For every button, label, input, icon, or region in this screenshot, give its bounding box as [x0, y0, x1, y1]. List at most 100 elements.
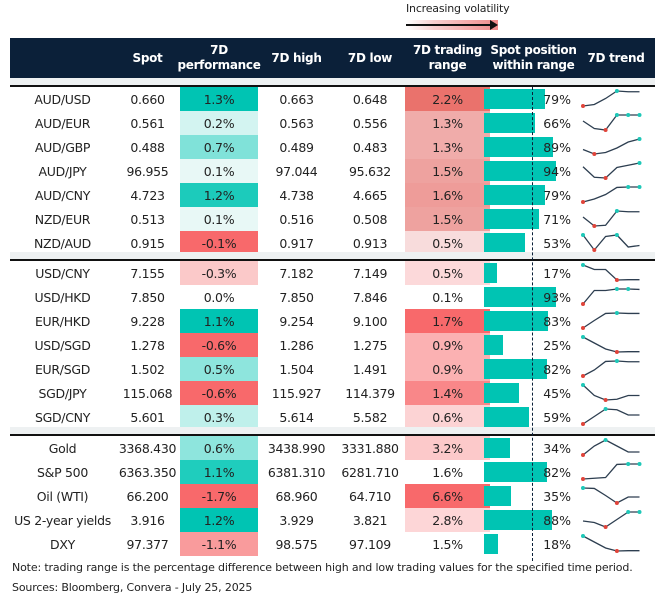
cell-spot: 9.228 [130, 313, 165, 329]
trend-line [582, 439, 640, 456]
block-divider [10, 434, 655, 436]
cell-perf: 0.0% [180, 285, 258, 309]
trend-line [582, 487, 640, 504]
cell-perf: -0.6% [180, 381, 258, 405]
spot-position-label: 82% [543, 361, 571, 377]
trend-line [582, 114, 640, 131]
spot-position-label: 59% [543, 409, 571, 425]
trend-min-marker [581, 200, 585, 204]
trend-line [582, 138, 640, 155]
cell-spot: 0.488 [130, 139, 165, 155]
trend-min-marker [581, 422, 585, 426]
cell-perf: 0.3% [180, 405, 258, 429]
trend-max-marker [581, 383, 585, 387]
cell-spot: 4.723 [130, 187, 165, 203]
cell-high: 7.182 [279, 265, 314, 281]
cell-perf: 1.3% [180, 87, 258, 111]
cell-high: 3438.990 [267, 440, 326, 456]
cell-spot: 0.561 [130, 115, 165, 131]
cell-perf: -1.1% [180, 532, 258, 556]
cell-spot: 66.200 [126, 488, 169, 504]
trend-min-marker [603, 525, 608, 529]
cell-name: Gold [48, 440, 77, 456]
header-position: Spot position within range [490, 38, 577, 78]
trend-sparkline [582, 161, 642, 180]
table-row: AUD/EUR 0.561 0.2% 0.563 0.556 1.3% 66% [10, 111, 655, 135]
block-spacer [10, 252, 655, 259]
trend-line [582, 511, 640, 528]
table-row: NZD/EUR 0.513 0.1% 0.516 0.508 1.5% 71% [10, 207, 655, 231]
cell-range: 0.9% [405, 333, 490, 357]
table-row: NZD/AUD 0.915 -0.1% 0.917 0.913 0.5% 53% [10, 231, 655, 255]
cell-name: AUD/GBP [34, 139, 91, 155]
spot-position-bar [484, 209, 539, 229]
trend-max-marker [637, 510, 642, 514]
cell-spot: 3368.430 [118, 440, 177, 456]
spot-position-bar [484, 534, 498, 554]
spot-position-bar [484, 185, 545, 205]
spot-position-bar [484, 510, 552, 530]
header-performance: 7D performance [177, 38, 261, 78]
trend-line [582, 312, 640, 329]
spot-position-label: 53% [543, 235, 571, 251]
spot-position-label: 88% [543, 512, 571, 528]
spot-position-bar [484, 359, 548, 379]
trend-sparkline [581, 462, 642, 481]
trend-max-marker [626, 287, 631, 291]
spot-position-bar [484, 113, 535, 133]
cell-low: 9.100 [352, 313, 388, 329]
trend-min-marker [581, 477, 585, 481]
header-performance-line2: performance [177, 58, 261, 72]
cell-perf: 0.1% [180, 207, 258, 231]
cell-range: 0.5% [405, 261, 490, 285]
trend-sparkline [581, 407, 640, 426]
cell-range: 6.6% [405, 484, 490, 508]
cell-spot: 96.955 [126, 163, 169, 179]
cell-range: 1.7% [405, 309, 490, 333]
trend-max-marker [581, 335, 585, 339]
trend-sparkline [582, 137, 642, 156]
cell-perf: 1.2% [180, 508, 258, 532]
trend-max-marker [614, 233, 619, 237]
spot-position-bar [484, 335, 504, 355]
trend-max-marker [637, 113, 642, 117]
cell-perf: -1.7% [180, 484, 258, 508]
spot-position-bar [484, 383, 519, 403]
trend-max-marker [581, 233, 585, 237]
cell-spot: 5.601 [130, 409, 165, 425]
block-spacer [10, 427, 655, 434]
header-high: 7D high [271, 50, 322, 65]
trend-line [582, 535, 640, 552]
trend-min-marker [581, 302, 585, 306]
table-row: Oil (WTI) 66.200 -1.7% 68.960 64.710 6.6% 35% [10, 484, 655, 508]
cell-name: S&P 500 [37, 464, 88, 480]
header-range: 7D trading range [405, 38, 490, 78]
trend-max-marker [626, 185, 631, 189]
sources: Sources: Bloomberg, Convera - July 25, 2… [12, 581, 253, 594]
cell-low: 1.491 [352, 361, 388, 377]
table-row: DXY 97.377 -1.1% 98.575 97.109 1.5% 18% [10, 532, 655, 556]
trend-min-marker [614, 549, 619, 553]
cell-range: 0.9% [405, 357, 490, 381]
cell-range: 1.5% [405, 159, 490, 183]
midpoint-dashed-line [532, 87, 533, 561]
block-divider [10, 259, 655, 261]
trend-max-marker [626, 510, 631, 514]
cell-name: US 2-year yields [14, 512, 111, 528]
cell-spot: 115.068 [122, 385, 173, 401]
cell-spot: 97.377 [126, 536, 169, 552]
trend-min-marker [603, 128, 608, 132]
cell-perf: -0.1% [180, 231, 258, 255]
spot-position-label: 79% [543, 187, 571, 203]
trend-max-marker [603, 438, 608, 442]
cell-high: 98.575 [275, 536, 318, 552]
header-performance-line1: 7D [210, 43, 228, 57]
spot-position-bar [484, 287, 556, 307]
spot-position-label: 66% [543, 115, 571, 131]
cell-name: EUR/HKD [34, 313, 91, 329]
trend-sparkline [581, 335, 640, 354]
trend-sparkline [581, 534, 640, 553]
cell-perf: 1.2% [180, 183, 258, 207]
trend-sparkline [582, 510, 642, 529]
cell-range: 1.3% [405, 111, 490, 135]
